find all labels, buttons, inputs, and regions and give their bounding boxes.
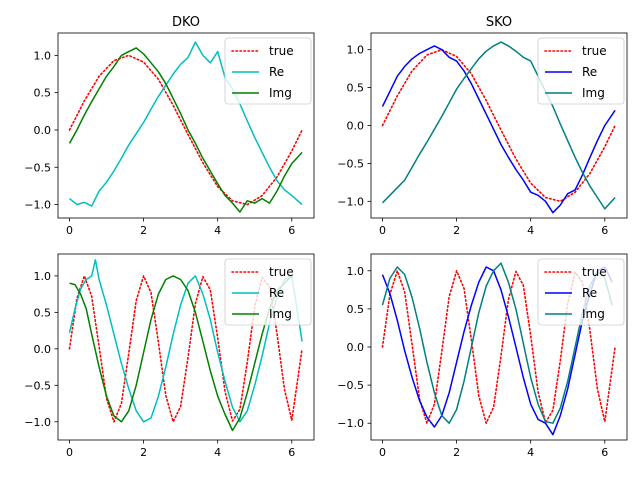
y-tick-label: 1.0 (34, 49, 52, 62)
legend-label-true: true (269, 265, 294, 279)
axes-frame (57, 32, 315, 219)
legend-label-img: Img (269, 86, 292, 100)
y-tick-label: 0.5 (347, 303, 365, 316)
legend-box (224, 37, 312, 105)
series-line-img (381, 262, 613, 424)
y-tick-label: 1.0 (347, 44, 365, 57)
legend-box (537, 258, 625, 326)
legend-label-true: true (269, 44, 294, 58)
x-tick-label: 0 (379, 446, 386, 459)
series-line-true (381, 48, 616, 203)
legend-label-true: true (582, 44, 607, 58)
y-tick-label: 1.0 (347, 265, 365, 278)
legend-label-img: Img (582, 307, 605, 321)
y-tick-label: −1.0 (24, 416, 51, 429)
y-tick-label: −0.5 (337, 157, 364, 170)
series-line-true (68, 275, 303, 423)
chart-3: 0 2 4 6 −1.0 −0.5 0.0 0.5 1.0 true Re Img (337, 253, 628, 459)
chart-title: SKO (486, 15, 512, 30)
series-line-img (381, 41, 616, 210)
x-tick-label: 6 (288, 446, 295, 459)
y-tick-label: 0.0 (347, 120, 365, 133)
x-tick-label: 6 (601, 224, 608, 237)
y-tick-label: 0.5 (34, 87, 52, 100)
y-tick-label: 0.0 (34, 124, 52, 137)
y-tick-label: −0.5 (24, 161, 51, 174)
legend-box (537, 37, 625, 105)
y-tick-label: −0.5 (337, 379, 364, 392)
legend-label-re: Re (269, 286, 284, 300)
x-tick-label: 2 (453, 446, 460, 459)
x-tick-label: 4 (527, 224, 534, 237)
y-tick-label: 1.0 (34, 270, 52, 283)
y-tick-label: 0.5 (34, 306, 52, 319)
legend-label-img: Img (582, 86, 605, 100)
series-line-img (69, 275, 293, 432)
x-tick-label: 2 (140, 224, 147, 237)
series-line-true (68, 54, 303, 206)
y-tick-label: 0.0 (347, 341, 365, 354)
series-line-img (68, 47, 303, 213)
series-line-re (69, 41, 303, 207)
x-tick-label: 6 (601, 446, 608, 459)
series-line-re (68, 259, 303, 423)
legend-label-re: Re (269, 65, 284, 79)
y-tick-label: −1.0 (337, 417, 364, 430)
legend-box (224, 258, 312, 326)
legend-label-re: Re (582, 286, 597, 300)
series-line-re (381, 45, 616, 214)
legend-label-true: true (582, 265, 607, 279)
chart-2: 0 2 4 6 −1.0 −0.5 0.0 0.5 1.0 true Re Img (24, 253, 315, 459)
x-tick-label: 4 (214, 224, 221, 237)
y-tick-label: 0.5 (347, 82, 365, 95)
series-line-re (381, 266, 613, 436)
x-tick-label: 2 (453, 224, 460, 237)
x-tick-label: 6 (288, 224, 295, 237)
y-tick-label: 0.0 (34, 343, 52, 356)
x-tick-label: 0 (66, 224, 73, 237)
x-tick-label: 4 (214, 446, 221, 459)
chart-1: 0 2 4 6 −1.0 −0.5 0.0 0.5 1.0 SKO true Re Img (337, 15, 628, 237)
axes-frame (57, 253, 315, 441)
y-tick-label: −0.5 (24, 379, 51, 392)
y-tick-label: −1.0 (337, 195, 364, 208)
x-tick-label: 0 (379, 224, 386, 237)
legend-label-re: Re (582, 65, 597, 79)
x-tick-label: 4 (527, 446, 534, 459)
chart-title: DKO (172, 15, 200, 30)
y-tick-label: −1.0 (24, 199, 51, 212)
x-tick-label: 2 (140, 446, 147, 459)
x-tick-label: 0 (66, 446, 73, 459)
chart-0: 0 2 4 6 −1.0 −0.5 0.0 0.5 1.0 DKO true Re Img (24, 15, 315, 237)
legend-label-img: Img (269, 307, 292, 321)
